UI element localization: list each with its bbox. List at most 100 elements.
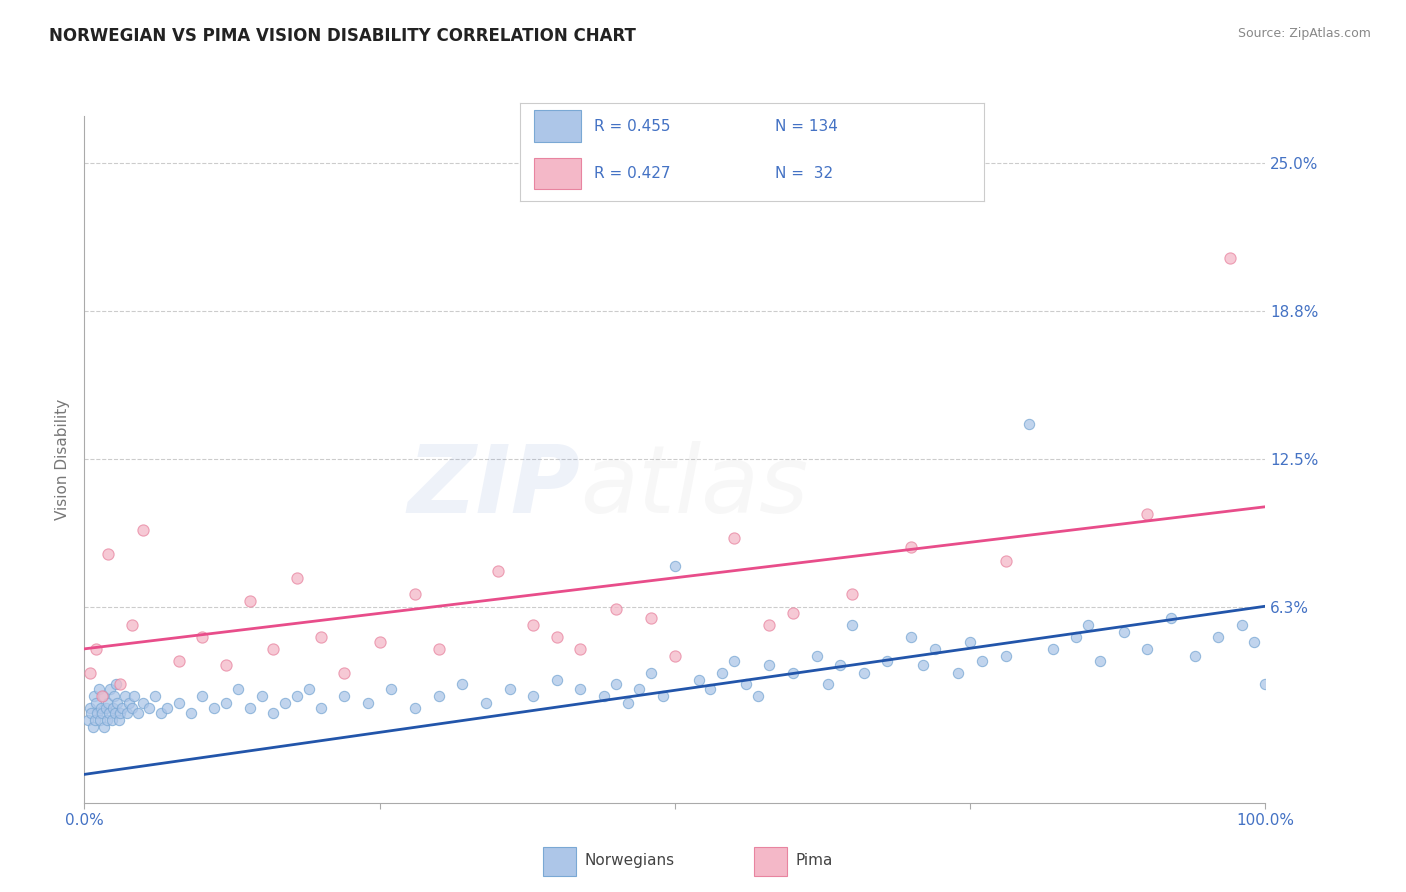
Point — [114, 690, 136, 704]
Point — [959, 634, 981, 648]
Point — [132, 696, 155, 710]
Text: R = 0.455: R = 0.455 — [595, 119, 671, 134]
Point — [298, 682, 321, 697]
Point — [79, 701, 101, 715]
Point — [127, 706, 149, 720]
Point — [357, 696, 380, 710]
Point — [1184, 648, 1206, 663]
Point — [191, 690, 214, 704]
Point — [104, 706, 127, 720]
Point — [108, 677, 131, 691]
Point — [93, 720, 115, 734]
Point — [122, 690, 145, 704]
Point — [900, 540, 922, 554]
Point — [143, 690, 166, 704]
Point — [77, 713, 100, 727]
Point — [132, 524, 155, 538]
Point — [841, 587, 863, 601]
Point — [82, 720, 104, 734]
Point — [628, 682, 651, 697]
Bar — [754, 847, 787, 876]
Text: Source: ZipAtlas.com: Source: ZipAtlas.com — [1237, 27, 1371, 40]
Point — [84, 696, 107, 710]
Point — [640, 611, 662, 625]
Point — [1136, 641, 1159, 656]
Point — [191, 630, 214, 644]
Point — [107, 713, 129, 727]
Point — [333, 665, 356, 680]
Point — [900, 630, 922, 644]
Text: NORWEGIAN VS PIMA VISION DISABILITY CORRELATION CHART: NORWEGIAN VS PIMA VISION DISABILITY CORR… — [49, 27, 636, 45]
Point — [475, 696, 498, 710]
Text: ZIP: ZIP — [408, 441, 581, 533]
Point — [546, 630, 568, 644]
Point — [427, 641, 450, 656]
Point — [86, 706, 108, 720]
Point — [699, 682, 721, 697]
Point — [84, 713, 107, 727]
Point — [333, 690, 356, 704]
Point — [569, 682, 592, 697]
Point — [1206, 630, 1229, 644]
Point — [1160, 611, 1182, 625]
Point — [91, 690, 114, 704]
Point — [309, 701, 332, 715]
Bar — [534, 158, 581, 189]
Point — [486, 564, 509, 578]
Point — [118, 696, 141, 710]
Point — [180, 706, 202, 720]
Point — [758, 618, 780, 632]
Point — [817, 677, 839, 691]
Point — [380, 682, 402, 697]
Point — [723, 531, 745, 545]
Point — [404, 587, 426, 601]
Point — [83, 690, 105, 704]
Point — [948, 665, 970, 680]
Point — [1077, 618, 1099, 632]
Point — [994, 554, 1017, 568]
Point — [156, 701, 179, 715]
Point — [605, 677, 627, 691]
Point — [852, 665, 875, 680]
Point — [1018, 417, 1040, 431]
Point — [285, 690, 308, 704]
Point — [84, 641, 107, 656]
Text: N =  32: N = 32 — [776, 166, 834, 181]
Point — [121, 618, 143, 632]
Point — [747, 690, 769, 704]
Point — [569, 641, 592, 656]
Point — [911, 658, 934, 673]
Point — [782, 607, 804, 621]
Point — [100, 713, 122, 727]
Point — [108, 706, 131, 720]
Point — [103, 690, 125, 704]
Y-axis label: Vision Disability: Vision Disability — [55, 399, 70, 520]
Point — [427, 690, 450, 704]
Text: N = 134: N = 134 — [776, 119, 838, 134]
Point — [924, 641, 946, 656]
Point — [664, 648, 686, 663]
Point — [250, 690, 273, 704]
Point — [734, 677, 756, 691]
Point — [101, 701, 124, 715]
Point — [652, 690, 675, 704]
Point — [115, 706, 138, 720]
Point — [262, 641, 284, 656]
Point — [167, 654, 190, 668]
Point — [1230, 618, 1253, 632]
Point — [758, 658, 780, 673]
Point — [876, 654, 898, 668]
Point — [806, 648, 828, 663]
Point — [782, 665, 804, 680]
Point — [96, 713, 118, 727]
Point — [1136, 507, 1159, 521]
Text: atlas: atlas — [581, 442, 808, 533]
Point — [404, 701, 426, 715]
Point — [711, 665, 734, 680]
Point — [80, 706, 103, 720]
Point — [664, 558, 686, 573]
Point — [262, 706, 284, 720]
Point — [546, 673, 568, 687]
Point — [91, 706, 114, 720]
Point — [215, 658, 238, 673]
